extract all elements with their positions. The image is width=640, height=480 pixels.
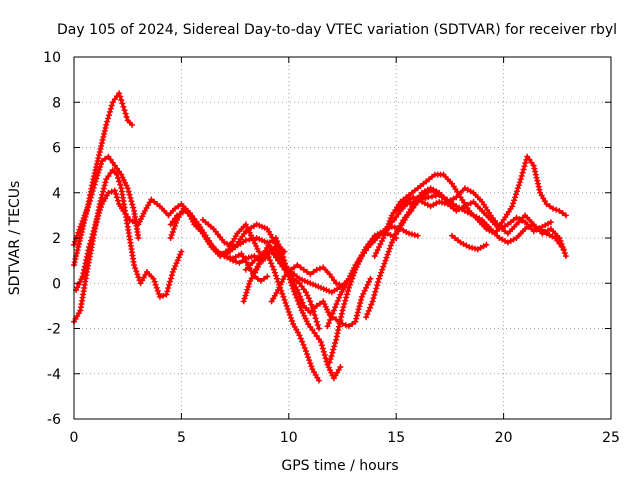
y-axis-label: SDTVAR / TECUs [7, 181, 23, 296]
y-tick-label: 8 [52, 95, 61, 111]
chart-title: Day 105 of 2024, Sidereal Day-to-day VTE… [57, 22, 617, 38]
series-line [244, 250, 372, 328]
y-tick-label: 4 [52, 186, 61, 202]
series-arc-7 [199, 216, 346, 296]
y-tick-label: 2 [52, 231, 61, 247]
series-arc-11 [251, 250, 322, 384]
x-tick-label: 10 [280, 430, 298, 446]
y-tick-label: -6 [47, 412, 61, 428]
series-markers [73, 187, 266, 293]
y-tick-label: 10 [43, 50, 61, 66]
y-tick-label: 0 [52, 276, 61, 292]
series-markers [393, 194, 554, 235]
x-tick-label: 5 [177, 430, 186, 446]
series-arc-16 [371, 153, 569, 260]
series-markers [251, 250, 322, 384]
x-axis-label: GPS time / hours [281, 458, 398, 474]
series-markers [393, 185, 569, 260]
y-tick-label: -4 [47, 367, 61, 383]
series-arc-1 [71, 90, 135, 269]
series-arc-4 [73, 187, 266, 293]
series-arc-18 [393, 194, 554, 235]
grid-lines [74, 57, 611, 419]
data-series [71, 90, 569, 384]
y-tick-label: -2 [47, 322, 61, 338]
x-tick-label: 25 [602, 430, 620, 446]
series-markers [371, 153, 569, 260]
series-markers [449, 232, 490, 253]
series-arc-19 [449, 232, 490, 253]
series-markers [71, 90, 135, 269]
x-tick-label: 0 [70, 430, 79, 446]
x-tick-label: 20 [495, 430, 513, 446]
x-tick-label: 15 [387, 430, 405, 446]
y-tick-label: 6 [52, 141, 61, 157]
axis-ticks: 0 5 10 15 20 25 -6 -4 -2 0 2 4 6 8 10 [43, 50, 620, 446]
